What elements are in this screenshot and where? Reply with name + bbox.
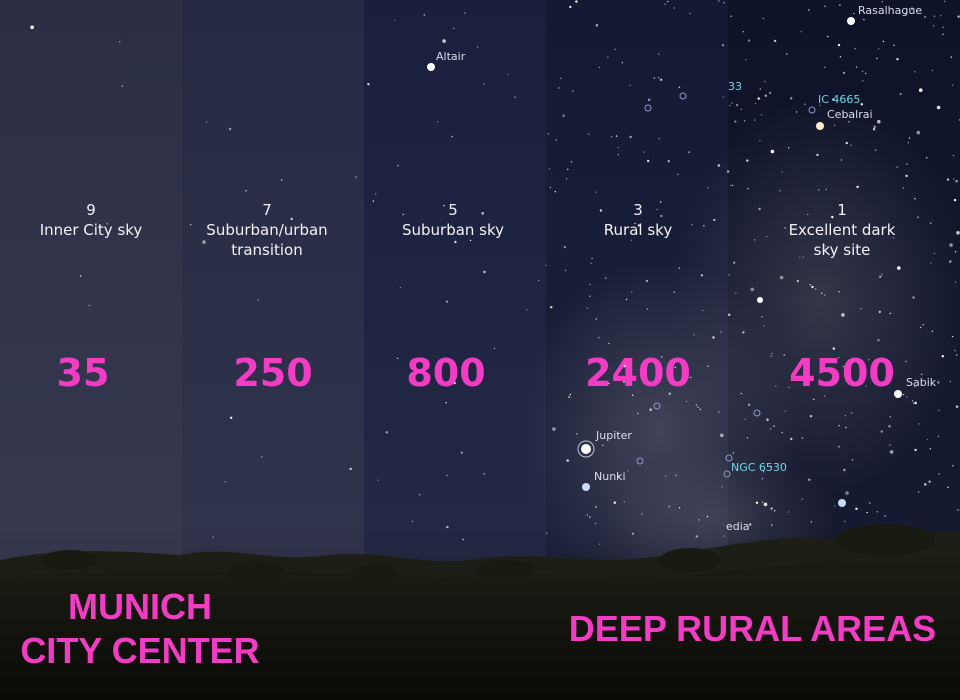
sky-class-label: Suburban/urban transition xyxy=(176,220,358,260)
caption-line-2: CITY CENTER xyxy=(10,629,270,673)
label-altair: Altair xyxy=(436,50,465,63)
sky-class-label: Inner City sky xyxy=(0,220,182,240)
bortle-number: 7 xyxy=(176,200,358,220)
label-jupiter: Jupiter xyxy=(596,429,632,442)
label-nunki: Nunki xyxy=(594,470,626,483)
label-sabik: Sabik xyxy=(906,376,936,389)
star-nunki xyxy=(582,483,590,491)
sky-class-label: Excellent dark sky site xyxy=(751,220,933,260)
bortle-number: 3 xyxy=(547,200,729,220)
sky-class-label: Rural sky xyxy=(547,220,729,240)
panel-1-text: 1 Excellent dark sky site xyxy=(751,200,933,260)
caption-line-1: MUNICH xyxy=(10,585,270,629)
panel-3-text: 3 Rural sky xyxy=(547,200,729,240)
sky-class-label: Suburban sky xyxy=(362,220,544,240)
star-count-5: 800 xyxy=(355,348,537,398)
star-rasalhague xyxy=(847,17,855,25)
bortle-number: 1 xyxy=(751,200,933,220)
panel-5-text: 5 Suburban sky xyxy=(362,200,544,240)
label-cebalrai: Cebalrai xyxy=(827,108,873,121)
bortle-number: 9 xyxy=(0,200,182,220)
label-rasalhague: Rasalhague xyxy=(858,4,922,17)
star-count-9: 35 xyxy=(0,348,174,398)
panel-9-text: 9 Inner City sky xyxy=(0,200,182,240)
label-ngc6530: NGC 6530 xyxy=(731,461,787,474)
deep-rural-areas-caption: DEEP RURAL AREAS xyxy=(560,607,945,651)
label-m33: 33 xyxy=(728,80,742,93)
star-count-1: 4500 xyxy=(751,348,933,398)
munich-city-center-caption: MUNICH CITY CENTER xyxy=(10,585,270,673)
star-count-3: 2400 xyxy=(547,348,729,398)
bortle-number: 5 xyxy=(362,200,544,220)
planet-jupiter xyxy=(581,444,591,454)
star-cebalrai xyxy=(816,122,824,130)
label-media: edia xyxy=(726,520,750,533)
label-ic4665: IC 4665 xyxy=(818,93,860,106)
star-count-7: 250 xyxy=(182,348,364,398)
panel-7-text: 7 Suburban/urban transition xyxy=(176,200,358,260)
star-altair xyxy=(427,63,435,71)
